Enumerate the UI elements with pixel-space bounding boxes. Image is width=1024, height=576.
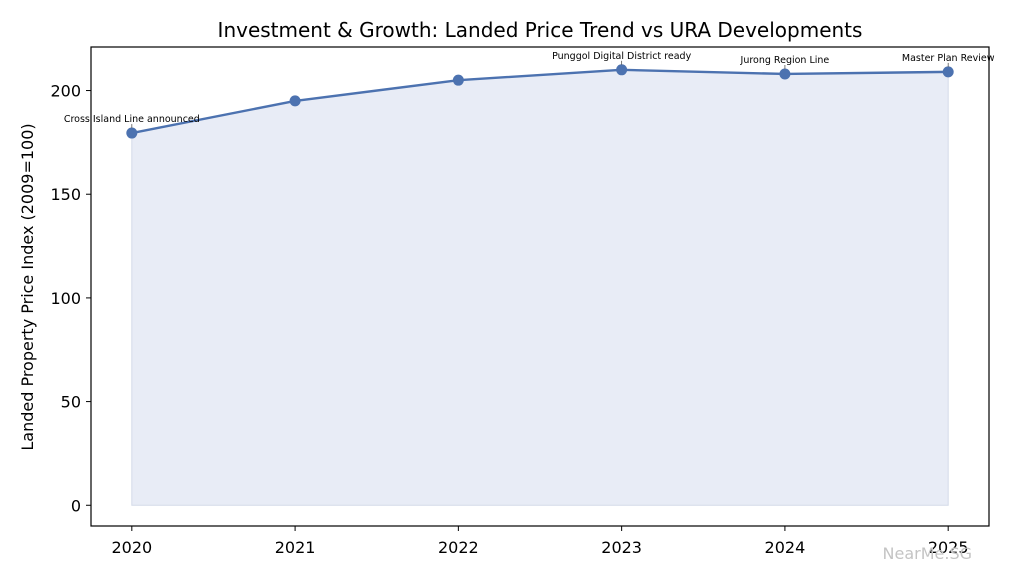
- data-point: [289, 95, 301, 107]
- data-point: [942, 66, 954, 78]
- y-axis-label: Landed Property Price Index (2009=100): [18, 123, 37, 450]
- annotation-label: Master Plan Review: [902, 53, 995, 64]
- data-point: [452, 74, 464, 86]
- y-tick-label: 50: [61, 393, 81, 412]
- y-tick-label: 200: [50, 82, 81, 101]
- annotation-label: Cross Island Line announced: [64, 114, 200, 125]
- annotation-label: Jurong Region Line: [740, 55, 830, 66]
- y-tick-label: 100: [50, 289, 81, 308]
- series-line: [131, 68, 949, 135]
- chart-title: Investment & Growth: Landed Price Trend …: [218, 18, 863, 42]
- x-tick-label: 2023: [601, 538, 642, 557]
- axes-frame: [90, 46, 990, 527]
- annotation-label: Punggol Digital District ready: [552, 51, 692, 62]
- data-point: [616, 64, 628, 76]
- x-tick-label: 2020: [111, 538, 152, 557]
- y-tick-label: 0: [71, 496, 81, 515]
- plot-area: 0 50 100 150 200 2020 2021 2022 2023 2024 2025 Cros…: [50, 46, 995, 557]
- x-tick-label: 2025: [928, 538, 969, 557]
- x-tick-label: 2022: [438, 538, 479, 557]
- x-tick-label: 2024: [765, 538, 806, 557]
- y-tick-label: 150: [50, 185, 81, 204]
- data-point: [779, 68, 791, 80]
- watermark: NearMe.SG: [883, 544, 972, 563]
- data-point: [126, 127, 138, 139]
- x-tick-label: 2021: [275, 538, 316, 557]
- area-fill: [131, 69, 949, 506]
